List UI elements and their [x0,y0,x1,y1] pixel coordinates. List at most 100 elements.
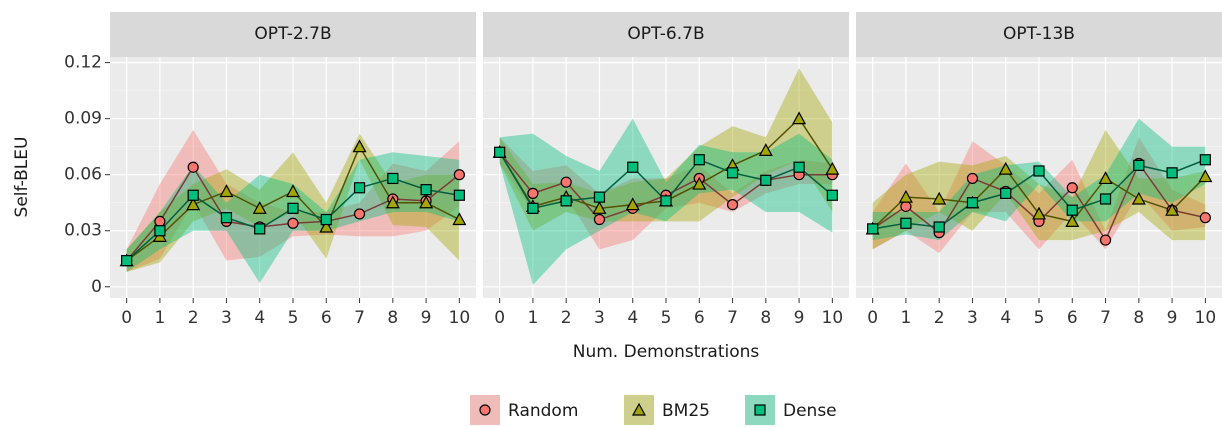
point [1131,191,1146,205]
point [219,184,234,198]
point [792,111,807,125]
x-tick-label: 3 [967,308,978,328]
point [187,161,199,173]
point [593,213,606,226]
x-tick-label: 6 [694,308,705,328]
x-tick-label: 9 [794,308,805,328]
point [1199,154,1211,166]
point [352,139,367,153]
x-tick-label: 1 [527,308,538,328]
point [287,202,299,214]
x-tick-label: 8 [1133,308,1144,328]
point [154,225,166,237]
confidence-band [872,137,1206,254]
point [121,255,133,267]
facet-title: OPT-2.7B [254,24,331,44]
point [452,212,467,226]
x-tick-label: 4 [1000,308,1011,328]
x-tick-label: 0 [494,308,505,328]
confidence-band [126,152,460,284]
point [560,176,572,188]
point [560,195,572,207]
x-tick-label: 9 [1167,308,1178,328]
x-tick-label: 7 [727,308,738,328]
point [353,208,366,220]
point [1098,171,1113,185]
point [693,154,705,166]
legend-label: Random [508,401,578,421]
x-tick-label: 4 [627,308,638,328]
y-tick-label: 0 [91,277,102,297]
x-tick-label: 5 [288,308,299,328]
point [419,195,434,209]
point [420,184,432,196]
x-tick-label: 10 [1195,308,1217,328]
point [754,404,766,416]
point [1099,193,1112,205]
x-tick-label: 0 [867,308,878,328]
point [1133,159,1145,171]
facet-title: OPT-13B [1003,24,1075,44]
facet-strip [483,12,849,57]
y-tick-label: 0.06 [64,165,102,185]
legend-label: Dense [783,401,837,421]
point [527,187,539,199]
x-tick-label: 2 [561,308,572,328]
point [287,217,299,229]
x-tick-label: 1 [900,308,911,328]
point [631,402,647,416]
x-tick-label: 5 [661,308,672,328]
point [254,223,266,235]
point [319,219,334,233]
point [760,174,772,186]
point [1166,167,1178,179]
point [1000,187,1012,199]
facet-strip [110,12,476,57]
point [932,191,947,205]
x-tick-label: 7 [354,308,365,328]
point [479,404,491,416]
point [900,217,912,229]
point [220,212,233,224]
y-axis-label: Self-BLEU [12,137,32,218]
point [825,161,840,175]
point [726,167,739,179]
x-tick-label: 1 [154,308,165,328]
point [154,215,166,228]
y-tick-label: 0.12 [64,53,102,73]
y-tick-label: 0.09 [64,109,102,129]
x-tick-label: 6 [321,308,332,328]
point [252,201,267,214]
point [758,143,773,157]
point [998,161,1013,175]
point [1031,206,1047,220]
point [1099,234,1112,246]
confidence-band [872,129,1206,250]
point [1066,204,1078,216]
confidence-band [126,129,460,272]
point [867,223,879,235]
point [453,169,465,181]
point [660,195,672,207]
point [933,221,945,233]
point [593,191,606,203]
x-tick-label: 3 [221,308,232,328]
confidence-band [126,133,460,272]
facet-strip [856,12,1222,57]
point [592,201,607,214]
point [793,161,805,173]
point [966,172,979,185]
y-tick-label: 0.03 [64,221,102,241]
x-tick-label: 2 [934,308,945,328]
x-tick-label: 2 [188,308,199,328]
facet-title: OPT-6.7B [627,24,704,44]
point [726,198,739,211]
point [320,213,332,226]
point [1033,165,1045,177]
point [1165,202,1180,216]
confidence-band [499,68,833,231]
point [1198,169,1213,183]
x-tick-label: 4 [254,308,265,328]
confidence-band [872,118,1206,241]
